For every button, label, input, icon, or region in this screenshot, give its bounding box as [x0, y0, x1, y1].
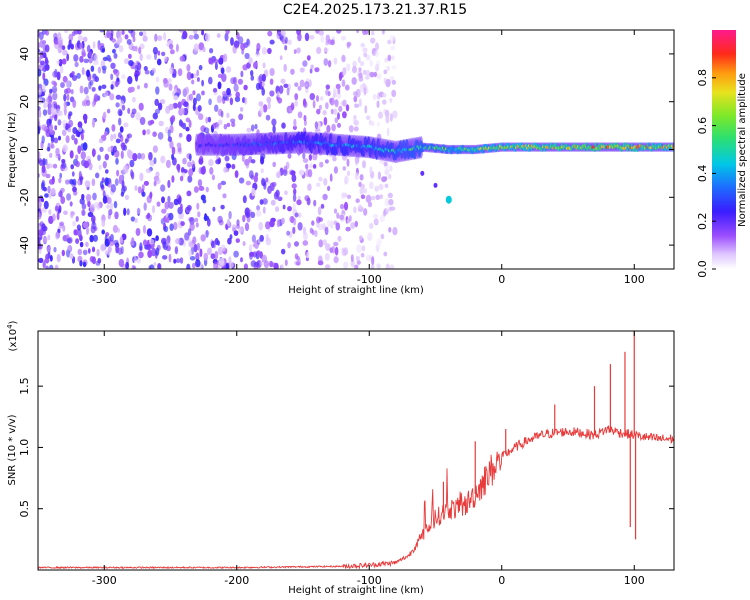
colorbar-label: Normalized spectral amplitude	[737, 73, 748, 227]
snr-x-tick-label: -100	[357, 574, 382, 587]
snr-x-tick-label: 0	[498, 574, 505, 587]
snr-y-axis-label: SNR (10 * v/v)	[7, 414, 18, 485]
spectrogram-x-tick-label: 0	[498, 273, 505, 286]
colorbar-gradient	[712, 30, 736, 269]
spectrogram-x-tick-label: -300	[92, 273, 117, 286]
spectrogram-heatmap	[38, 30, 674, 269]
snr-ticks: -300 -200 -100 0 100 0.5 1.0 1.5	[18, 331, 674, 587]
spectrogram-y-tick-label: -20	[18, 188, 31, 206]
spectrogram-y-tick-label: 40	[18, 47, 31, 61]
spectrogram-x-tick-label: 100	[624, 273, 645, 286]
snr-y-tick-label: 1.0	[18, 439, 31, 457]
colorbar-ticks: 0.0 0.2 0.4 0.6 0.8	[696, 69, 716, 278]
snr-x-tick-label: -200	[224, 574, 249, 587]
spectrogram-y-axis-label: Frequency (Hz)	[7, 112, 18, 188]
snr-x-tick-label: -300	[92, 574, 117, 587]
colorbar-tick-label: 0.2	[696, 212, 709, 230]
snr-y-tick-label: 0.5	[18, 500, 31, 518]
spectrogram-y-tick-label: 0	[18, 146, 31, 153]
spectrogram-x-tick-label: -100	[357, 273, 382, 286]
heatmap-spur	[420, 170, 452, 204]
spectrogram-y-tick-label: 20	[18, 95, 31, 109]
colorbar-tick-label: 0.8	[696, 69, 709, 87]
colorbar-tick-label: 0.6	[696, 117, 709, 135]
spectrogram-y-tick-label: -40	[18, 236, 31, 254]
snr-y-multiplier: (x104)	[6, 320, 19, 351]
snr-series-line	[38, 425, 674, 570]
snr-frame	[37, 330, 675, 571]
chart-title: C2E4.2025.173.21.37.R15	[282, 2, 468, 18]
snr-panel: -300 -200 -100 0 100 0.5 1.0 1.5 Height of stra…	[6, 320, 675, 596]
spectrogram-x-tick-label: -200	[224, 273, 249, 286]
snr-x-tick-label: 100	[624, 574, 645, 587]
spectrogram-x-axis-label: Height of straight line (km)	[288, 285, 424, 296]
snr-y-tick-label: 1.5	[18, 377, 31, 395]
colorbar: 0.0 0.2 0.4 0.6 0.8 Normalized spectral ampl…	[696, 30, 748, 278]
colorbar-tick-label: 0.4	[696, 165, 709, 183]
colorbar-tick-label: 0.0	[696, 260, 709, 278]
snr-plot-area	[38, 331, 674, 570]
heatmap-ridge	[194, 131, 674, 164]
snr-line-layer	[38, 331, 674, 570]
snr-x-axis-label: Height of straight line (km)	[288, 585, 424, 596]
